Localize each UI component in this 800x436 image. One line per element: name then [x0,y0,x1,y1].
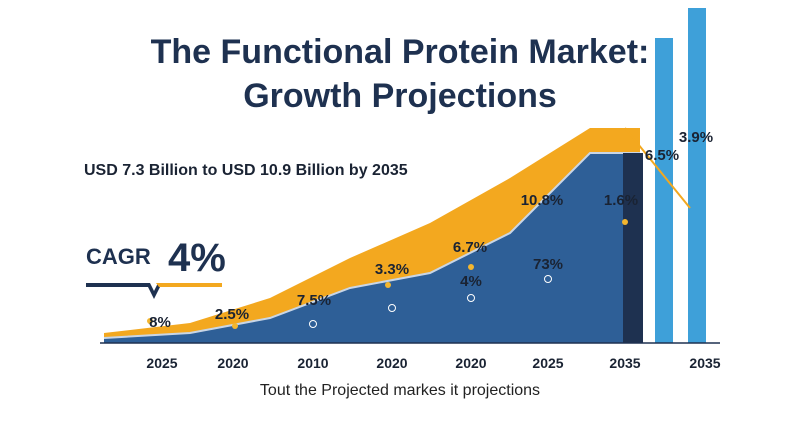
x-tick-label: 2010 [297,355,328,371]
area-series-front [104,153,640,343]
x-tick-label: 2020 [455,355,486,371]
data-label: 6.5% [645,147,679,164]
cagr-arrow [86,283,222,299]
marker-blue-2 [388,304,396,312]
chart-title-line-1: The Functional Protein Market: [150,33,650,71]
bar-light-2 [688,8,706,343]
marker-orange-5 [622,219,628,225]
marker-orange-1 [147,318,153,324]
bar-light-1 [655,38,673,343]
x-tick-label: 2020 [217,355,248,371]
area-front-edge [103,152,640,339]
x-tick-label: 2035 [609,355,640,371]
chart-title-line-2: Growth Projections [243,77,557,115]
data-label: 3.3% [375,261,409,278]
data-label: 6.7% [453,239,487,256]
marker-orange-4 [468,264,474,270]
x-tick-label: 2025 [532,355,563,371]
chart-subtitle: USD 7.3 Billion to USD 10.9 Billion by 2… [84,162,408,179]
data-label: 8% [149,314,171,331]
trend-line [624,127,691,209]
data-label: 10.8% [521,192,564,209]
data-label: 3.9% [679,129,713,146]
marker-orange-3 [385,282,391,288]
data-label: 7.5% [297,292,331,309]
cagr-label: CAGR [86,244,151,269]
cagr-value: 4% [168,236,226,280]
x-tick-label: 2025 [146,355,177,371]
marker-blue-3 [467,294,475,302]
marker-orange-2 [232,323,238,329]
marker-blue-1 [309,320,317,328]
chart-title: The Functional Protein Market: Growth Pr… [0,30,800,118]
marker-blue-4 [544,275,552,283]
bar-dark [623,153,643,343]
data-label: 2.5% [215,306,249,323]
data-label: 73% [533,256,563,273]
x-tick-label: 2035 [689,355,720,371]
chart-caption: Tout the Projected markes it projections [259,382,541,399]
data-label: 1.6% [604,192,638,209]
data-label: 4% [460,273,482,290]
x-tick-label: 2020 [376,355,407,371]
